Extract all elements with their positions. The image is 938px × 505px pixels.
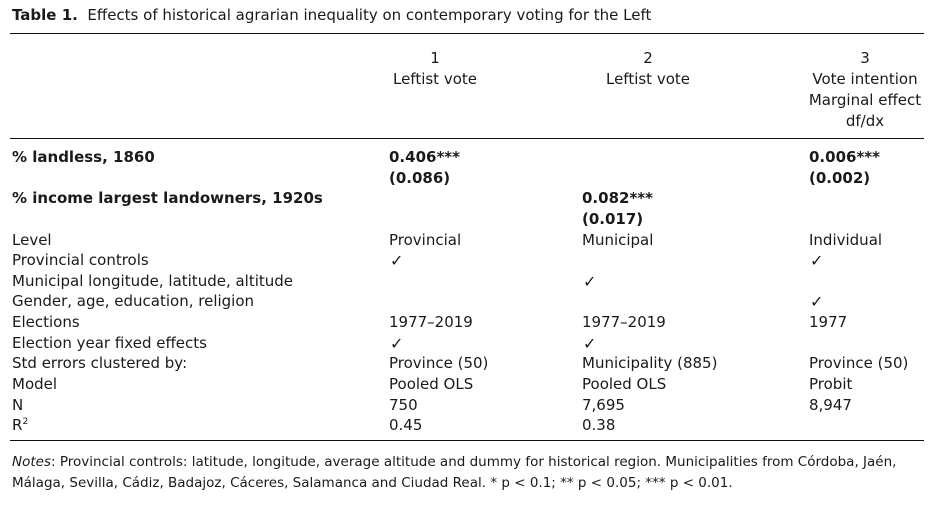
- notes-lead: Notes: [12, 454, 51, 470]
- col1-header: 1 Leftist vote: [380, 48, 490, 90]
- col2-municipal-geo-check-icon: ✓: [583, 272, 597, 291]
- col3-demographics-check-icon: ✓: [810, 292, 824, 311]
- row-label-municipal-geo: Municipal longitude, latitude, altitude: [12, 272, 294, 290]
- table-label: Table 1.: [12, 6, 78, 24]
- col1-elections: 1977–2019: [389, 313, 473, 331]
- col3-provincial-controls-check-icon: ✓: [810, 251, 824, 270]
- col3-header: 3 Vote intention Marginal effect df/dx: [800, 48, 930, 132]
- col3-landless-coef: 0.006***: [809, 148, 880, 166]
- col2-elections: 1977–2019: [582, 313, 666, 331]
- row-label-income: % income largest landowners, 1920s: [12, 189, 323, 207]
- row-label-provincial-controls: Provincial controls: [12, 251, 149, 269]
- col3-elections: 1977: [809, 313, 848, 331]
- col1-r-squared: 0.45: [389, 416, 423, 434]
- col1-clusters: Province (50): [389, 354, 489, 372]
- col2-level: Municipal: [582, 231, 654, 249]
- col1-year-fe-check-icon: ✓: [390, 334, 404, 353]
- col2-clusters: Municipality (885): [582, 354, 718, 372]
- col2-title: Leftist vote: [605, 70, 691, 88]
- col2-year-fe-check-icon: ✓: [583, 334, 597, 353]
- notes-text: : Provincial controls: latitude, longitu…: [12, 454, 897, 491]
- row-label-demographics: Gender, age, education, religion: [12, 292, 255, 310]
- r-squared-base: R: [12, 416, 23, 434]
- col3-title: Vote intention: [812, 70, 918, 88]
- col2-r-squared: 0.38: [582, 416, 616, 434]
- col1-model: Pooled OLS: [389, 375, 474, 393]
- col2-number: 2: [643, 49, 653, 67]
- col3-subtitle: Marginal effect: [808, 91, 922, 109]
- row-label-clusters: Std errors clustered by:: [12, 354, 188, 372]
- col1-landless-coef: 0.406***: [389, 148, 460, 166]
- col3-unit: df/dx: [845, 112, 885, 130]
- col1-provincial-controls-check-icon: ✓: [390, 251, 404, 270]
- col1-level: Provincial: [389, 231, 462, 249]
- col2-header: 2 Leftist vote: [583, 48, 713, 90]
- table-notes: Notes: Provincial controls: latitude, lo…: [12, 452, 922, 494]
- col3-model: Probit: [809, 375, 853, 393]
- r-squared-superscript: 2: [22, 417, 29, 427]
- col2-income-se: (0.017): [582, 210, 644, 228]
- col1-title: Leftist vote: [392, 70, 478, 88]
- col3-landless-se: (0.002): [809, 169, 871, 187]
- row-label-landless: % landless, 1860: [12, 148, 155, 166]
- row-label-r-squared: R2: [12, 415, 28, 436]
- bottom-rule: [10, 440, 924, 441]
- row-label-level: Level: [12, 231, 52, 249]
- col1-landless-se: (0.086): [389, 169, 451, 187]
- top-rule: [10, 33, 924, 34]
- col3-clusters: Province (50): [809, 354, 909, 372]
- row-label-elections: Elections: [12, 313, 80, 331]
- col1-n: 750: [389, 396, 418, 414]
- col2-n: 7,695: [582, 396, 625, 414]
- col1-number: 1: [430, 49, 440, 67]
- col3-n: 8,947: [809, 396, 852, 414]
- row-label-year-fixed-effects: Election year fixed effects: [12, 334, 207, 352]
- row-label-model: Model: [12, 375, 58, 393]
- col3-number: 3: [860, 49, 870, 67]
- table-title: Effects of historical agrarian inequalit…: [87, 6, 652, 24]
- table-caption: Table 1. Effects of historical agrarian …: [12, 5, 651, 25]
- col3-level: Individual: [809, 231, 883, 249]
- header-rule: [10, 138, 924, 139]
- row-label-n: N: [12, 396, 24, 414]
- col2-income-coef: 0.082***: [582, 189, 653, 207]
- col2-model: Pooled OLS: [582, 375, 667, 393]
